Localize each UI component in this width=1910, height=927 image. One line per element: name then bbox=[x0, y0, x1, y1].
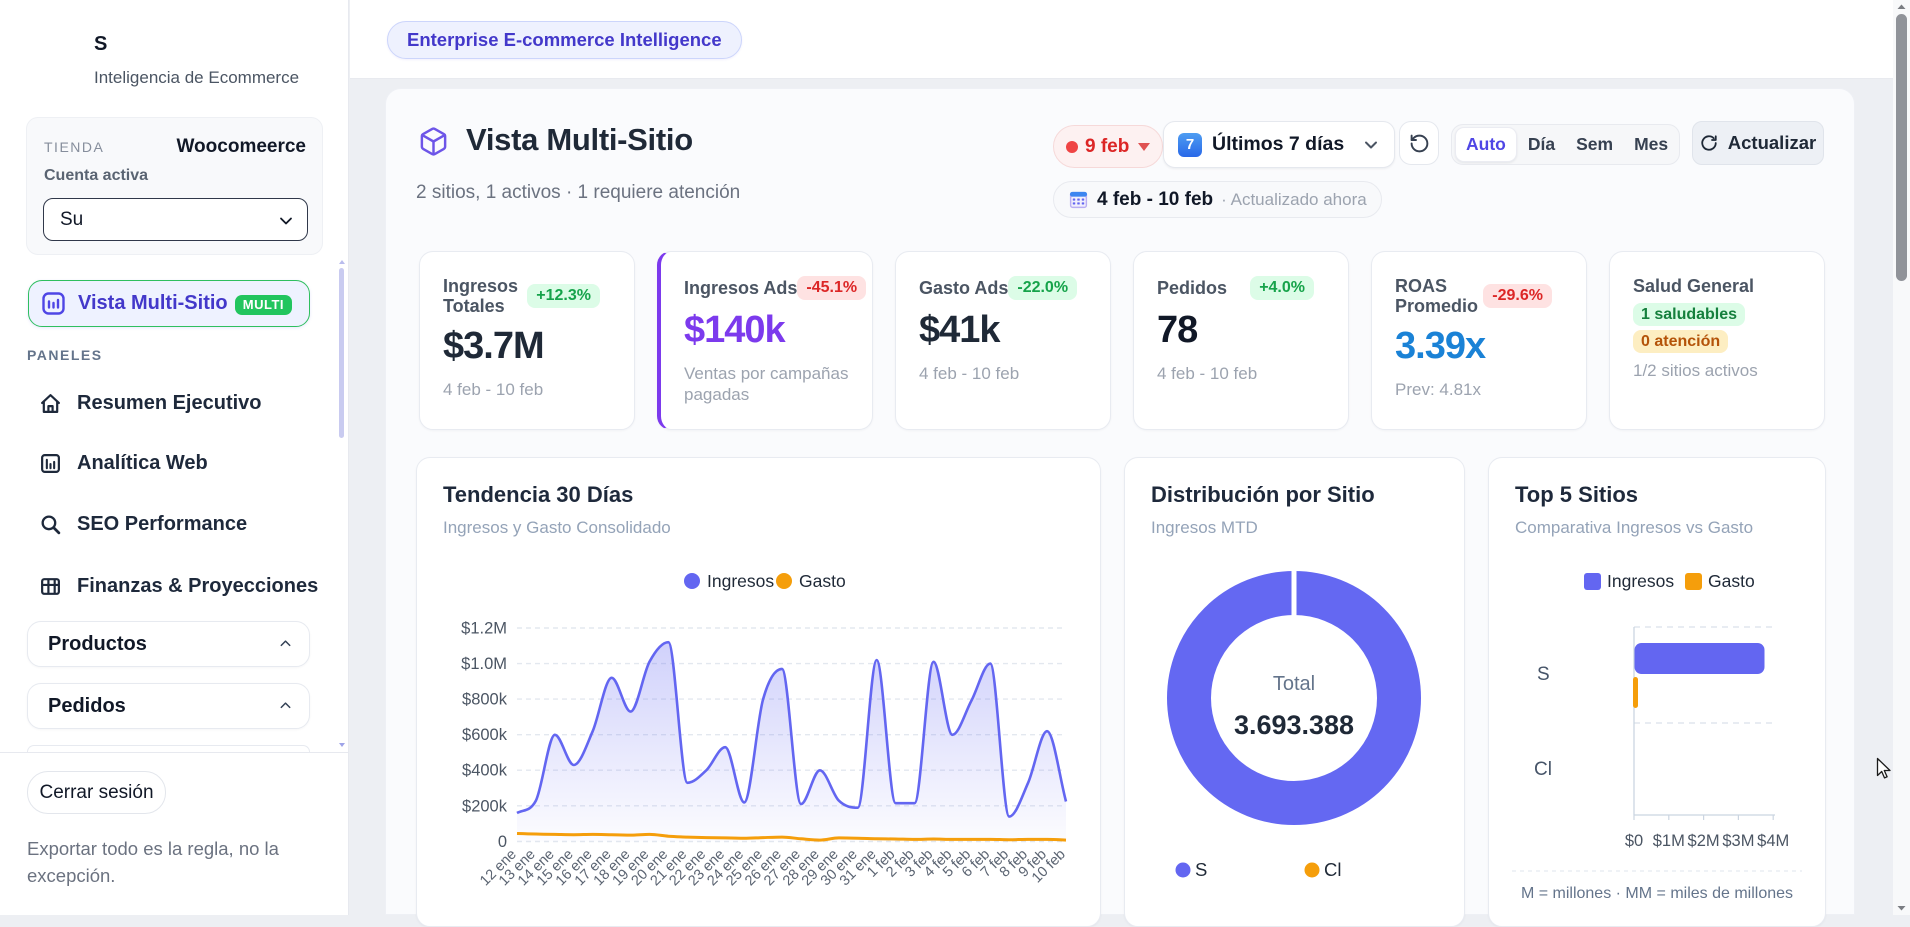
svg-text:Gasto: Gasto bbox=[799, 571, 846, 591]
svg-text:$4M: $4M bbox=[1757, 832, 1789, 850]
svg-text:Cl: Cl bbox=[1534, 759, 1552, 780]
svg-text:Total: Total bbox=[1273, 673, 1315, 695]
svg-text:0: 0 bbox=[498, 833, 507, 851]
svg-text:Gasto: Gasto bbox=[1708, 571, 1755, 591]
svg-text:$0: $0 bbox=[1625, 832, 1643, 850]
svg-text:Ingresos: Ingresos bbox=[1607, 571, 1674, 591]
svg-text:$1.0M: $1.0M bbox=[461, 655, 507, 673]
svg-text:Ingresos: Ingresos bbox=[707, 571, 774, 591]
svg-text:$400k: $400k bbox=[462, 762, 508, 780]
svg-text:$800k: $800k bbox=[462, 691, 508, 709]
svg-text:3.693.388: 3.693.388 bbox=[1234, 710, 1354, 740]
svg-text:$200k: $200k bbox=[462, 797, 508, 815]
svg-text:Cl: Cl bbox=[1324, 859, 1341, 880]
svg-text:S: S bbox=[1195, 859, 1207, 880]
svg-text:M = millones · MM = miles de m: M = millones · MM = miles de millones bbox=[1521, 885, 1793, 902]
svg-text:$600k: $600k bbox=[462, 726, 508, 744]
svg-text:$1.2M: $1.2M bbox=[461, 620, 507, 638]
svg-text:$2M: $2M bbox=[1688, 832, 1720, 850]
svg-text:$3M: $3M bbox=[1722, 832, 1754, 850]
svg-text:S: S bbox=[1537, 664, 1550, 685]
svg-text:$1M: $1M bbox=[1653, 832, 1685, 850]
